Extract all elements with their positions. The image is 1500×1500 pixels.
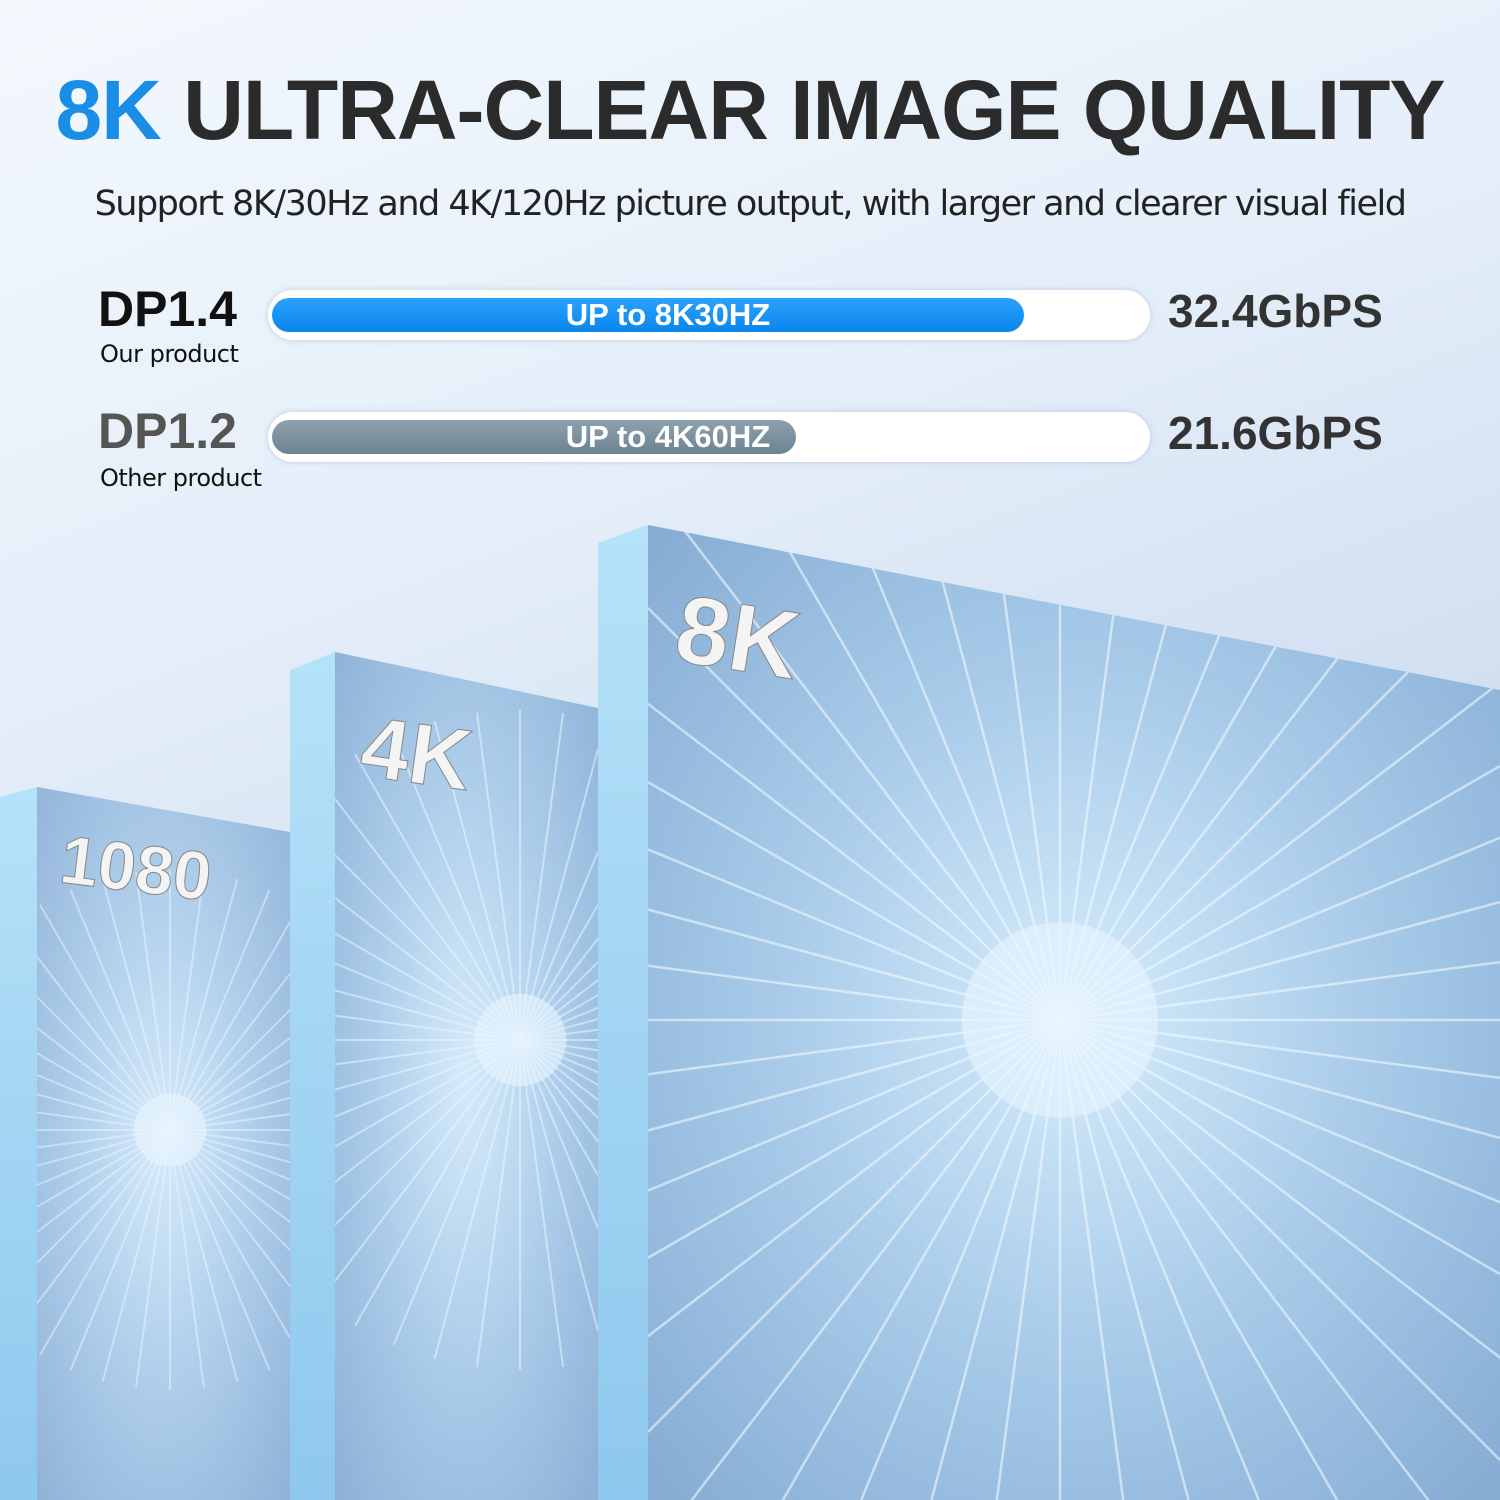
bandwidth-value: 21.6GbPS (1168, 407, 1383, 459)
version-label: DP1.2 (98, 403, 237, 459)
starburst-ray (433, 720, 521, 1041)
starburst-ray (169, 1129, 290, 1339)
starburst-ray (475, 1039, 521, 1368)
starburst-ray (69, 889, 171, 1131)
panel-1080: 1080 (0, 787, 290, 1500)
starburst-ray (679, 525, 1061, 1021)
title-rest: ULTRA-CLEAR IMAGE QUALITY (183, 63, 1445, 157)
starburst-ray (354, 753, 521, 1041)
starburst-ray (101, 878, 171, 1131)
starburst-ray (392, 1039, 521, 1346)
panel-4k: 4K (290, 652, 598, 1500)
starburst-ray (519, 748, 598, 1041)
bandwidth-bar: UP to 8K30HZ (268, 290, 1150, 340)
panel-label: 1080 (56, 821, 215, 915)
comparison-row-dp12: DP1.2 Other product UP to 4K60HZ 21.6GbP… (0, 402, 1500, 522)
starburst-ray (135, 872, 171, 1131)
panel-label: 4K (355, 699, 477, 809)
version-caption: Other product (100, 464, 262, 492)
starburst-ray (169, 921, 290, 1131)
starburst-ray (392, 734, 521, 1041)
bandwidth-bar-fill (272, 298, 1024, 332)
starburst-ray (519, 1039, 565, 1368)
comparison-row-dp14: DP1.4 Our product UP to 8K30HZ 32.4GbPS (0, 280, 1500, 400)
starburst-ray (135, 1129, 171, 1388)
sphere (473, 993, 567, 1087)
starburst-ray (39, 1129, 171, 1356)
starburst-ray (101, 1129, 171, 1382)
starburst-ray (169, 872, 205, 1131)
starburst-ray (69, 1129, 171, 1371)
starburst-ray (354, 1039, 521, 1327)
bandwidth-bar: UP to 4K60HZ (268, 412, 1150, 462)
starburst-ray (169, 889, 271, 1131)
subtitle: Support 8K/30Hz and 4K/120Hz picture out… (94, 184, 1407, 224)
starburst-ray (169, 878, 239, 1131)
starburst-ray (37, 1129, 171, 1304)
bandwidth-bar-fill (272, 420, 797, 454)
bandwidth-value: 32.4GbPS (1168, 285, 1383, 337)
starburst-ray (335, 1039, 521, 1282)
starburst-ray (335, 798, 521, 1041)
title-accent: 8K (55, 63, 161, 157)
bar-label: UP to 8K30HZ (565, 297, 771, 332)
starburst-ray (475, 712, 521, 1041)
starburst-ray (39, 904, 171, 1131)
page-title: 8K ULTRA-CLEAR IMAGE QUALITY (0, 62, 1500, 159)
bar-label: UP to 4K60HZ (565, 419, 771, 454)
version-caption: Our product (100, 340, 239, 368)
starburst-ray (519, 712, 565, 1041)
version-label: DP1.4 (98, 281, 237, 337)
starburst-ray (169, 1129, 205, 1388)
starburst-ray (169, 1129, 239, 1382)
panel-label: 8K (669, 575, 807, 700)
starburst-ray (433, 1039, 521, 1360)
starburst-ray (1059, 1019, 1430, 1500)
sphere (133, 1093, 207, 1167)
starburst-ray (1059, 1019, 1500, 1461)
starburst-ray (519, 1039, 598, 1332)
starburst-ray (690, 1019, 1061, 1500)
panel-8k: 8K (598, 525, 1500, 1500)
sphere (962, 922, 1158, 1118)
starburst-ray (37, 956, 171, 1131)
starburst-ray (169, 1129, 271, 1371)
